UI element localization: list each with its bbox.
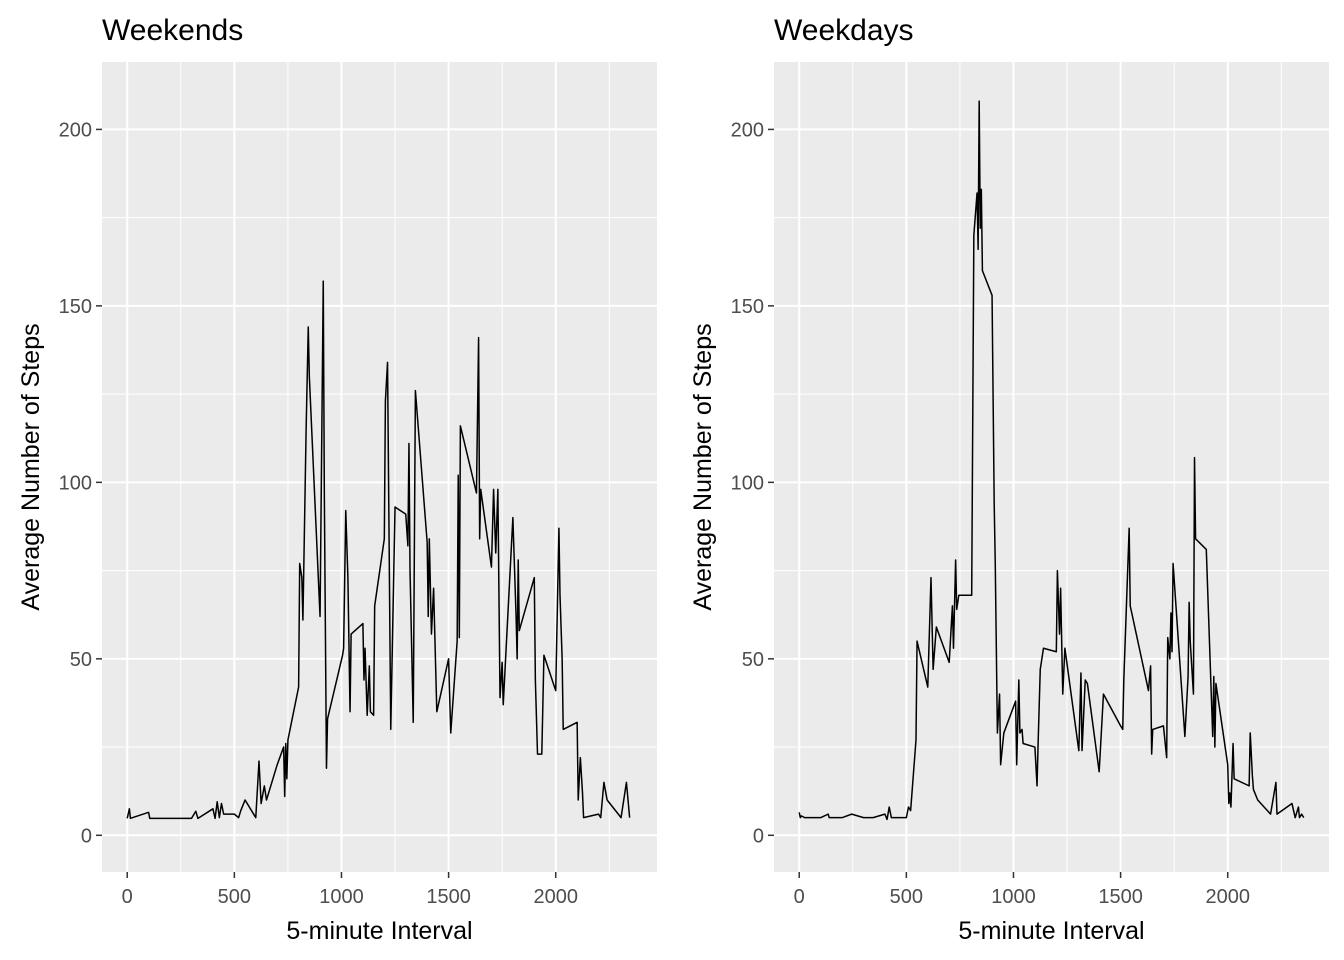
x-tick-label: 0 bbox=[794, 886, 805, 908]
chart-title: Weekends bbox=[102, 14, 243, 47]
x-tick-label: 1500 bbox=[426, 886, 471, 908]
y-tick-label: 100 bbox=[59, 472, 92, 494]
x-tick-label: 0 bbox=[122, 886, 133, 908]
y-tick-label: 0 bbox=[753, 825, 764, 847]
y-tick-label: 150 bbox=[59, 296, 92, 318]
x-tick-label: 500 bbox=[890, 886, 923, 908]
y-axis-title: Average Number of Steps bbox=[17, 323, 45, 610]
y-tick-label: 50 bbox=[742, 649, 764, 671]
data-line bbox=[798, 100, 1305, 821]
y-axis-title: Average Number of Steps bbox=[689, 323, 717, 610]
plot-background bbox=[102, 62, 657, 872]
x-tick-label: 500 bbox=[218, 886, 251, 908]
x-tick-label: 2000 bbox=[533, 886, 578, 908]
plot-background bbox=[774, 62, 1329, 872]
y-tick-label: 0 bbox=[81, 825, 92, 847]
y-tick-label: 100 bbox=[731, 472, 764, 494]
y-tick-label: 150 bbox=[731, 296, 764, 318]
x-tick-label: 1000 bbox=[319, 886, 364, 908]
x-axis-title: 5-minute Interval bbox=[958, 917, 1144, 945]
data-line bbox=[126, 280, 631, 820]
x-tick-label: 1000 bbox=[991, 886, 1036, 908]
x-tick-label: 1500 bbox=[1098, 886, 1143, 908]
y-tick-label: 200 bbox=[59, 119, 92, 141]
y-tick-label: 200 bbox=[731, 119, 764, 141]
y-tick-label: 50 bbox=[70, 649, 92, 671]
x-axis-title: 5-minute Interval bbox=[286, 917, 472, 945]
chart-title: Weekdays bbox=[774, 14, 914, 47]
x-tick-label: 2000 bbox=[1205, 886, 1250, 908]
